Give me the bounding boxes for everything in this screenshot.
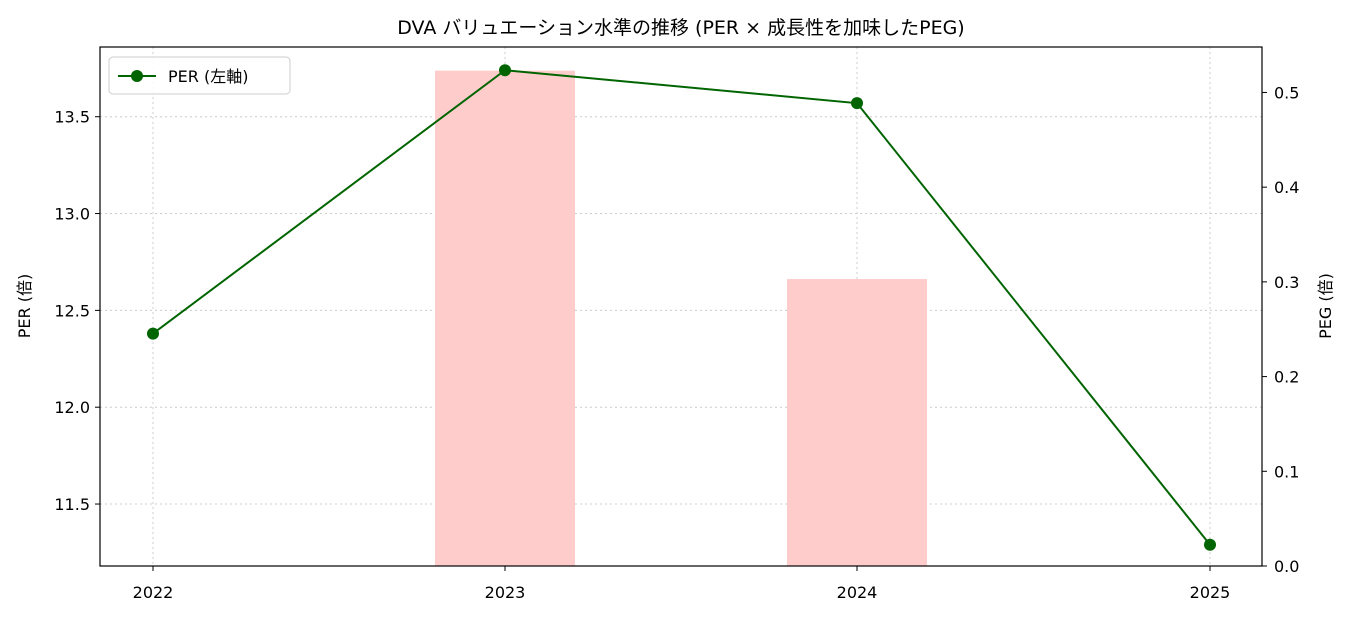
- x-tick-label: 2024: [837, 583, 878, 602]
- y-axis-left: 11.5 12.0 12.5 13.0 13.5: [54, 108, 100, 514]
- x-axis: 2022 2023 2024 2025: [133, 566, 1231, 602]
- y-left-tick-label: 13.0: [54, 205, 90, 224]
- y-left-tick-label: 13.5: [54, 108, 90, 127]
- per-point: [851, 97, 863, 110]
- x-tick-label: 2025: [1190, 583, 1231, 602]
- y-left-tick-label: 12.0: [54, 398, 90, 417]
- grid: [100, 47, 1262, 566]
- per-point: [499, 64, 511, 77]
- line-series: [147, 64, 1216, 551]
- y-left-tick-label: 11.5: [54, 495, 90, 514]
- peg-bar: [435, 70, 575, 567]
- legend-label-per: PER (左軸): [168, 67, 248, 86]
- chart-title: DVA バリュエーション水準の推移 (PER × 成長性を加味したPEG): [397, 17, 964, 39]
- legend-marker-swatch: [131, 70, 143, 82]
- per-point: [1204, 538, 1216, 551]
- peg-bar: [787, 279, 927, 566]
- x-tick-label: 2023: [485, 583, 526, 602]
- y-left-tick-label: 12.5: [54, 301, 90, 320]
- y-axis-left-label: PER (倍): [15, 274, 34, 338]
- y-right-tick-label: 0.1: [1274, 462, 1299, 481]
- plot-frame: [99, 46, 1263, 567]
- y-axis-right: 0.0 0.1 0.2 0.3 0.4 0.5: [1262, 83, 1299, 576]
- legend: PER (左軸): [108, 56, 291, 95]
- y-right-tick-label: 0.4: [1274, 178, 1299, 197]
- legend-box: [108, 56, 291, 95]
- x-tick-label: 2022: [133, 583, 174, 602]
- per-line: [152, 69, 1211, 546]
- y-right-tick-label: 0.2: [1274, 368, 1299, 387]
- per-point: [147, 327, 159, 340]
- y-right-tick-label: 0.0: [1274, 557, 1299, 576]
- y-axis-right-label: PEG (倍): [1316, 273, 1335, 339]
- bar-series: [435, 70, 927, 567]
- y-right-tick-label: 0.5: [1274, 83, 1299, 102]
- y-right-tick-label: 0.3: [1274, 273, 1299, 292]
